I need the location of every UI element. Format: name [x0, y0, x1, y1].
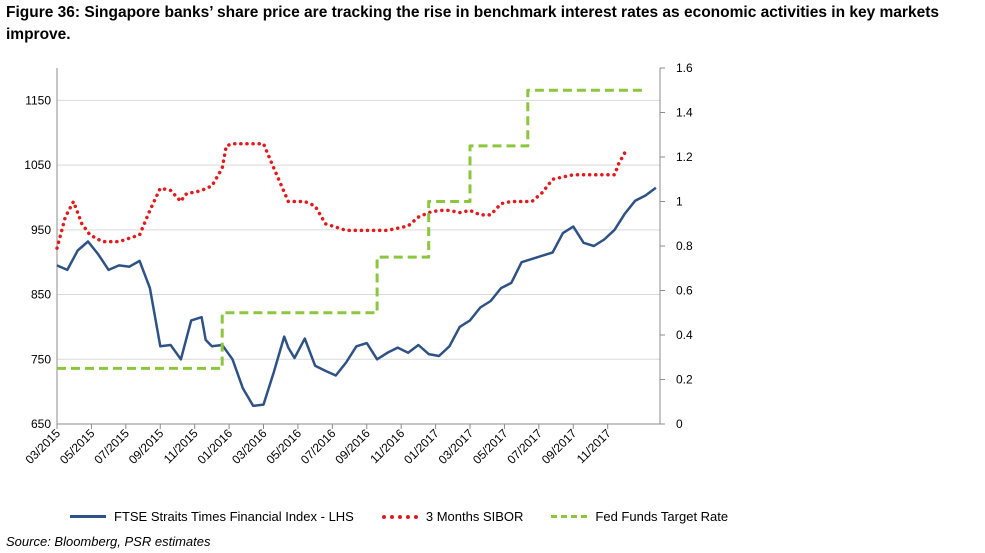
- left-tick-label: 950: [31, 223, 51, 237]
- series-line-fed: [57, 88, 644, 370]
- series-line-ftse: [56, 186, 657, 408]
- right-axis-ticks: 0 0.2 0.4 0.6 0.8 1 1.2 1.4 1.6: [676, 61, 693, 431]
- legend-item-ftse: FTSE Straits Times Financial Index - LHS: [70, 509, 354, 524]
- right-tick-label: 0.6: [676, 284, 693, 298]
- gridlines: [57, 99, 660, 360]
- legend-swatch-sibor: [381, 514, 418, 519]
- right-tick-label: 0: [676, 417, 683, 431]
- figure-title: Figure 36: Singapore banks’ share price …: [6, 4, 939, 43]
- legend-label-fed: Fed Funds Target Rate: [595, 509, 729, 524]
- x-tick-label: 11/2016: [367, 426, 407, 466]
- x-tick-label: 03/2015: [23, 426, 64, 467]
- right-tick-label: 1.2: [676, 150, 693, 164]
- legend-swatch-ftse: [70, 515, 106, 518]
- legend-label-ftse: FTSE Straits Times Financial Index - LHS: [114, 509, 354, 524]
- legend-label-sibor: 3 Months SIBOR: [425, 509, 524, 524]
- right-tick-label: 0.8: [676, 239, 693, 253]
- x-tick-label: 11/2015: [161, 426, 201, 466]
- right-tick-label: 1: [676, 195, 683, 209]
- left-tick-label: 1050: [24, 158, 51, 172]
- x-axis-ticks: 03/201505/201507/201509/201511/201501/20…: [23, 426, 614, 467]
- source-note: Source: Bloomberg, PSR estimates: [6, 534, 211, 549]
- x-tick-label: 11/2017: [574, 426, 614, 466]
- series-lines: [55, 88, 657, 408]
- x-tick-label: 09/2016: [332, 426, 373, 467]
- legend-item-fed: Fed Funds Target Rate: [551, 509, 728, 524]
- x-tick-label: 07/2016: [298, 426, 339, 467]
- right-tick-label: 0.4: [676, 328, 693, 342]
- left-tick-label: 850: [31, 288, 51, 302]
- legend-item-sibor: 3 Months SIBOR: [381, 509, 524, 524]
- right-tick-label: 0.2: [676, 373, 693, 387]
- x-tick-label: 05/2016: [263, 426, 304, 467]
- x-tick-label: 07/2017: [504, 426, 545, 467]
- x-tick-label: 01/2016: [195, 426, 236, 467]
- right-tick-label: 1.6: [676, 61, 693, 75]
- left-tick-label: 1150: [25, 93, 51, 107]
- x-tick-label: 09/2015: [126, 426, 167, 467]
- left-tick-label: 750: [31, 352, 51, 366]
- series-line-sibor: [55, 141, 627, 250]
- x-tick-label: 05/2017: [470, 426, 511, 467]
- left-tick-label: 650: [31, 417, 51, 431]
- left-axis-ticks: 650 750 850 950 1050 1150: [24, 93, 51, 431]
- axes: [56, 67, 665, 429]
- x-tick-label: 05/2015: [57, 426, 98, 467]
- x-tick-label: 09/2017: [539, 426, 580, 467]
- x-tick-label: 03/2016: [229, 426, 270, 467]
- x-tick-label: 07/2015: [91, 426, 132, 467]
- legend: FTSE Straits Times Financial Index - LHS…: [70, 509, 756, 524]
- x-tick-label: 03/2017: [436, 426, 477, 467]
- legend-swatch-fed: [551, 515, 588, 518]
- right-tick-label: 1.4: [676, 106, 693, 120]
- x-tick-label: 01/2017: [401, 426, 442, 467]
